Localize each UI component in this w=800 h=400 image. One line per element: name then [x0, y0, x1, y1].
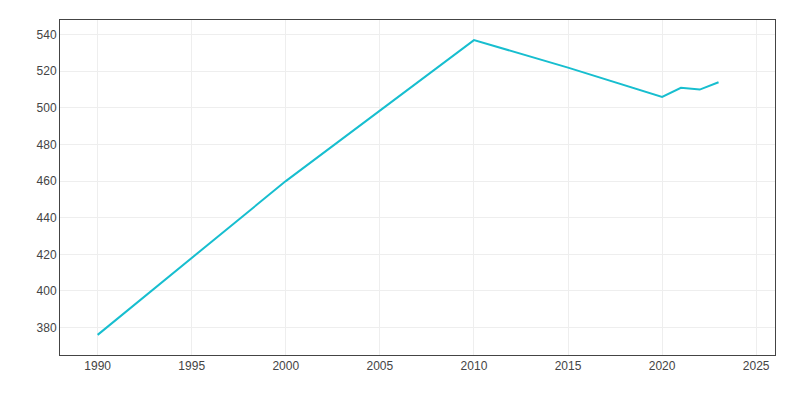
svg-text:480: 480 [37, 138, 57, 152]
svg-text:1995: 1995 [178, 359, 205, 373]
svg-text:380: 380 [37, 321, 57, 335]
svg-text:2000: 2000 [272, 359, 299, 373]
svg-text:400: 400 [37, 284, 57, 298]
svg-text:2005: 2005 [367, 359, 394, 373]
svg-text:2020: 2020 [649, 359, 676, 373]
svg-text:1990: 1990 [84, 359, 111, 373]
svg-text:2025: 2025 [743, 359, 770, 373]
svg-text:420: 420 [37, 248, 57, 262]
svg-text:460: 460 [37, 174, 57, 188]
svg-text:2010: 2010 [461, 359, 488, 373]
svg-text:520: 520 [37, 64, 57, 78]
svg-text:2015: 2015 [555, 359, 582, 373]
svg-text:500: 500 [37, 101, 57, 115]
svg-text:540: 540 [37, 28, 57, 42]
svg-text:440: 440 [37, 211, 57, 225]
